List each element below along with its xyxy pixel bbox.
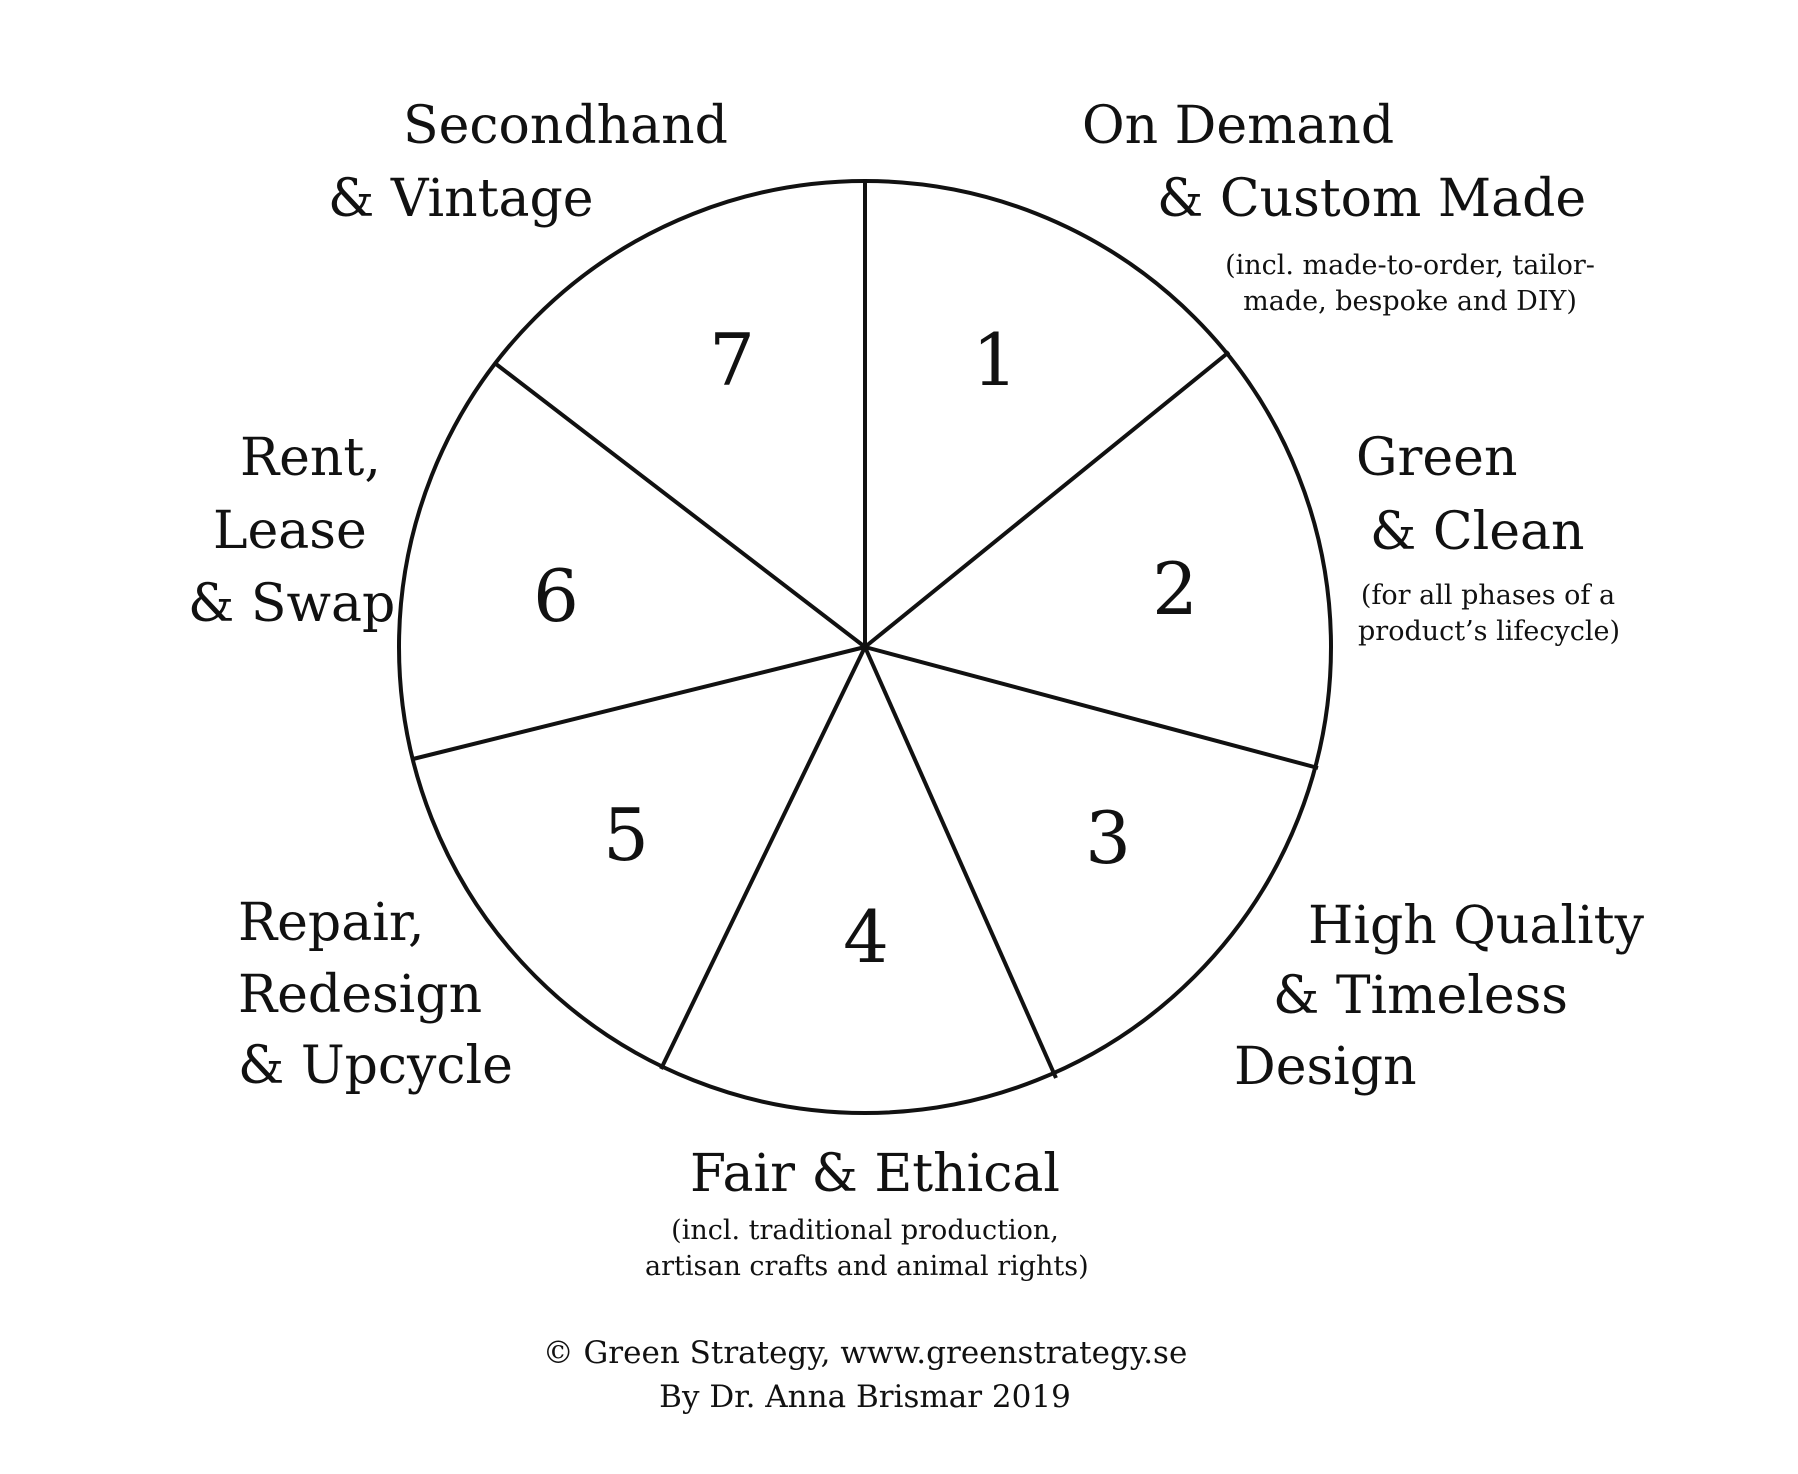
label-high-quality-line2: & Timeless xyxy=(1273,966,1568,1026)
segment-number-6: 6 xyxy=(533,554,579,638)
note-on-demand: (incl. made-to-order, tailor- made, besp… xyxy=(1215,248,1605,320)
wheel-dividers xyxy=(412,181,1319,1079)
divider-line-5-6 xyxy=(412,645,866,761)
segment-number-5: 5 xyxy=(603,793,649,877)
segment-number-3: 3 xyxy=(1085,796,1131,880)
segment-numbers: 1 2 3 4 5 6 7 xyxy=(533,318,1198,979)
footer-author: By Dr. Anna Brismar 2019 xyxy=(659,1379,1071,1415)
segment-number-2: 2 xyxy=(1152,547,1198,631)
label-on-demand-line1: On Demand xyxy=(1082,96,1395,156)
divider-line-6-7 xyxy=(494,362,867,649)
label-rent-line1: Rent, xyxy=(240,428,381,488)
footer-copyright: © Green Strategy, www.greenstrategy.se xyxy=(542,1335,1188,1371)
note-green-line2: product’s lifecycle) xyxy=(1358,616,1620,647)
label-rent-line2: Lease xyxy=(213,501,367,561)
label-secondhand-line2: & Vintage xyxy=(328,169,594,229)
label-repair-line1: Repair, xyxy=(238,893,425,953)
note-on-demand-line2: made, bespoke and DIY) xyxy=(1243,286,1577,317)
segment-number-4: 4 xyxy=(843,895,889,979)
label-high-quality-line3: Design xyxy=(1234,1037,1417,1097)
segment-number-7: 7 xyxy=(709,318,755,402)
divider-line-4-5 xyxy=(659,646,867,1070)
label-on-demand-line2: & Custom Made xyxy=(1157,169,1587,229)
label-green-line1: Green xyxy=(1356,428,1518,488)
note-green: (for all phases of a product’s lifecycle… xyxy=(1358,578,1620,650)
label-fair-ethical: Fair & Ethical xyxy=(689,1144,1061,1204)
label-repair-line3: & Upcycle xyxy=(238,1036,513,1096)
label-secondhand-line1: Secondhand xyxy=(403,96,728,156)
divider-line-3-4 xyxy=(863,646,1058,1079)
label-repair-line2: Redesign xyxy=(238,965,483,1025)
label-rent-line3: & Swap xyxy=(188,574,396,634)
divider-line-2-3 xyxy=(864,645,1319,770)
divider-line-1-2 xyxy=(863,350,1231,649)
note-on-demand-line1: (incl. made-to-order, tailor- xyxy=(1225,250,1595,281)
note-fair-ethical-line2: artisan crafts and animal rights) xyxy=(645,1251,1089,1282)
note-fair-ethical: (incl. traditional production, artisan c… xyxy=(645,1213,1089,1285)
label-green-line2: & Clean xyxy=(1370,502,1585,562)
note-green-line1: (for all phases of a xyxy=(1360,580,1616,611)
segment-number-1: 1 xyxy=(972,318,1018,402)
note-fair-ethical-line1: (incl. traditional production, xyxy=(671,1215,1059,1246)
label-high-quality-line1: High Quality xyxy=(1308,896,1644,956)
